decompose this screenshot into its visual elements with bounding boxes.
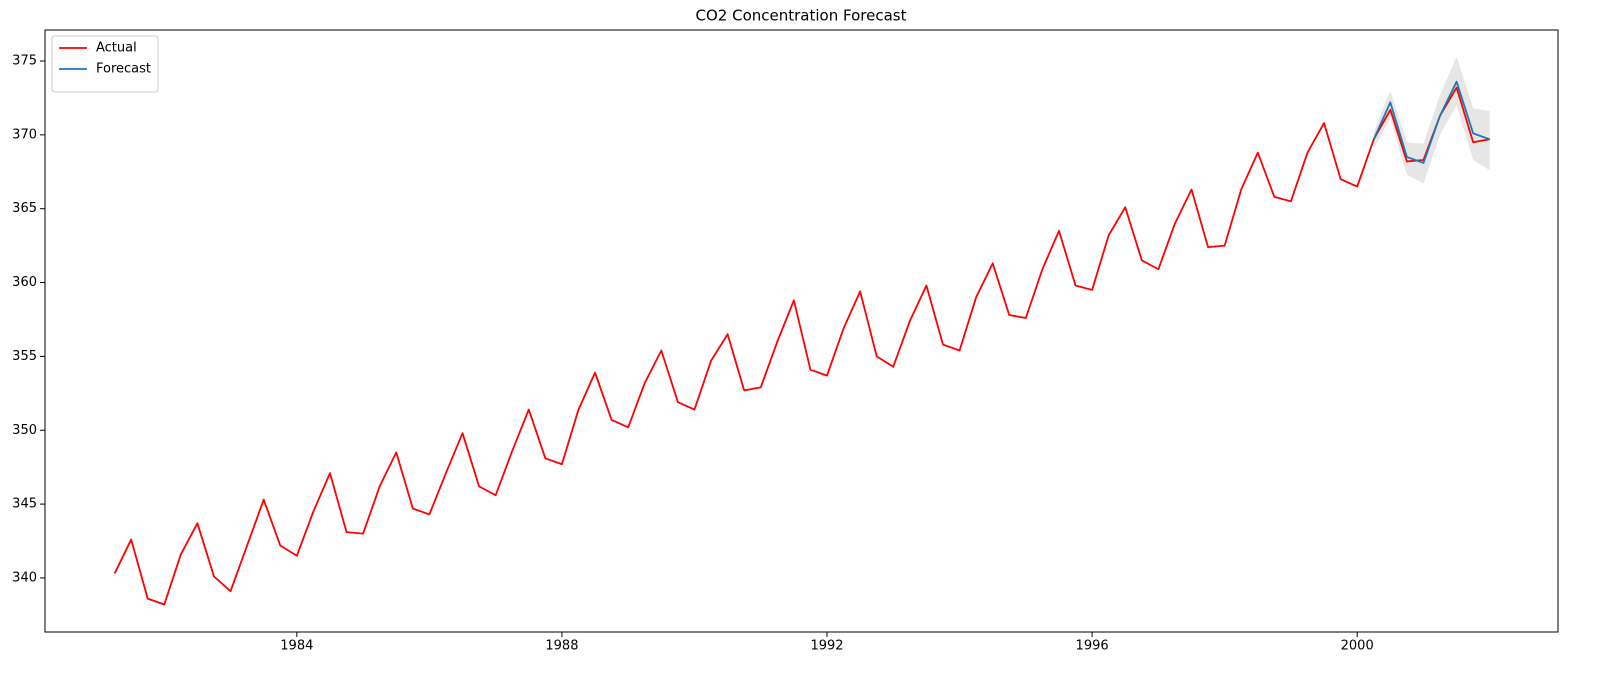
- y-tick-label: 355: [12, 349, 37, 364]
- x-tick-label: 1996: [1076, 639, 1109, 654]
- y-tick-label: 340: [12, 570, 37, 585]
- y-tick-label: 360: [12, 275, 37, 290]
- y-tick-label: 370: [12, 127, 37, 142]
- data-line: [1372, 80, 1491, 164]
- x-tick-label: 1992: [810, 639, 843, 654]
- y-tick-label: 350: [12, 423, 37, 438]
- y-tick-label: 345: [12, 497, 37, 512]
- data-line: [113, 86, 1490, 606]
- legend-label: Actual: [96, 41, 137, 56]
- legend: Actual Forecast: [51, 35, 159, 93]
- legend-box: [51, 35, 159, 93]
- y-tick-label: 365: [12, 201, 37, 216]
- confidence-band: [1373, 56, 1490, 184]
- legend-label: Forecast: [96, 62, 151, 77]
- plot-frame: [44, 29, 1559, 633]
- y-tick-label: 375: [12, 54, 37, 69]
- chart-title: CO2 Concentration Forecast: [696, 7, 907, 25]
- x-tick-label: 1984: [280, 639, 313, 654]
- x-tick-label: 2000: [1341, 639, 1374, 654]
- x-tick-label: 1988: [545, 639, 578, 654]
